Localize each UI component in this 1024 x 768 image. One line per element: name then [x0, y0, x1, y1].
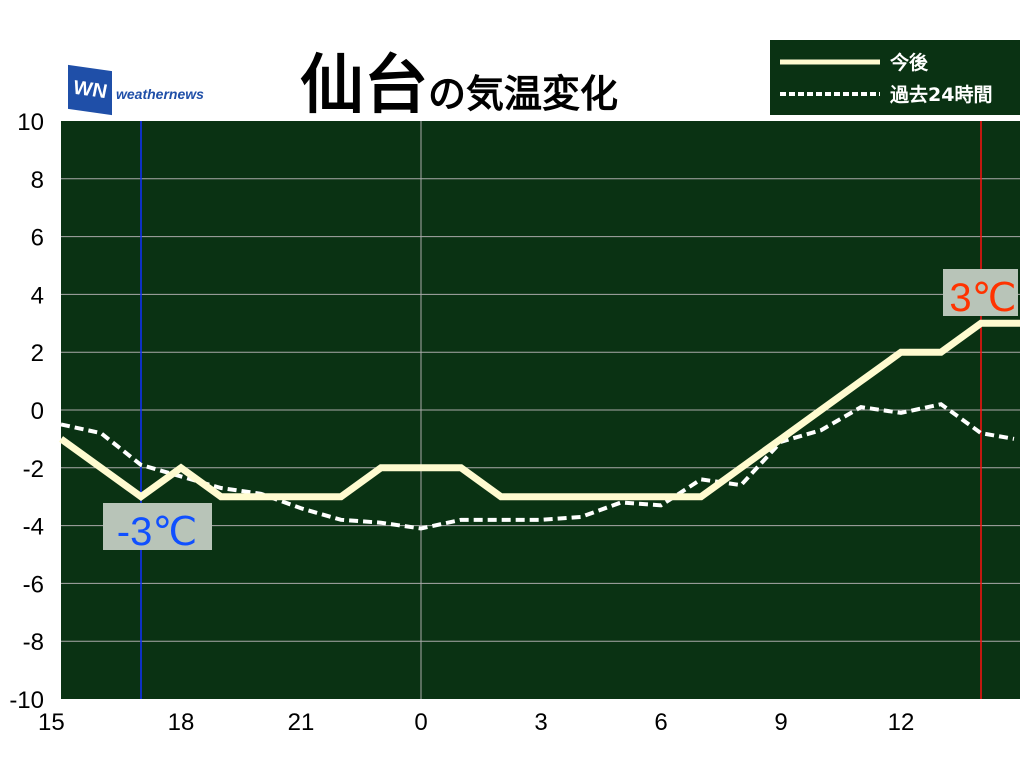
- title-rest: の気温変化: [428, 72, 619, 116]
- x-tick-label: 15: [38, 709, 65, 736]
- x-tick-label: 12: [888, 709, 915, 736]
- legend-label-past: 過去24時間: [890, 84, 993, 106]
- y-tick-label: 6: [31, 225, 44, 252]
- legend: 今後 過去24時間: [770, 40, 1020, 115]
- y-tick-label: -8: [23, 629, 44, 656]
- y-tick-label: 0: [31, 398, 44, 425]
- y-tick-label: 8: [31, 167, 44, 194]
- x-tick-label: 3: [534, 709, 547, 736]
- y-tick-label: 2: [31, 340, 44, 367]
- title-city: 仙台: [300, 49, 428, 123]
- y-tick-label: 10: [17, 109, 44, 136]
- x-tick-label: 18: [168, 709, 195, 736]
- legend-label-forecast: 今後: [890, 52, 929, 74]
- legend-item-past: 過去24時間: [780, 80, 992, 107]
- y-tick-label: -6: [23, 571, 44, 598]
- x-tick-label: 6: [654, 709, 667, 736]
- y-tick-label: -4: [23, 514, 44, 541]
- legend-item-forecast: 今後: [780, 48, 928, 75]
- min-temp-label: -3℃: [117, 510, 198, 554]
- chart-title: 仙台の気温変化: [300, 34, 618, 126]
- max-label-box: [943, 269, 1018, 316]
- x-tick-label: 21: [288, 709, 315, 736]
- max-temp-label: 3℃: [949, 276, 1016, 320]
- x-tick-label: 0: [414, 709, 427, 736]
- logo-text: weathernews: [116, 86, 204, 102]
- weathernews-logo: WN weathernews: [68, 64, 208, 116]
- x-tick-label: 9: [774, 709, 787, 736]
- y-tick-label: 4: [31, 282, 44, 309]
- forecast-line: [58, 319, 1020, 502]
- y-tick-label: -10: [9, 687, 44, 714]
- y-tick-label: -2: [23, 456, 44, 483]
- past-24h-line: [60, 402, 1015, 531]
- min-label-box: [103, 503, 212, 550]
